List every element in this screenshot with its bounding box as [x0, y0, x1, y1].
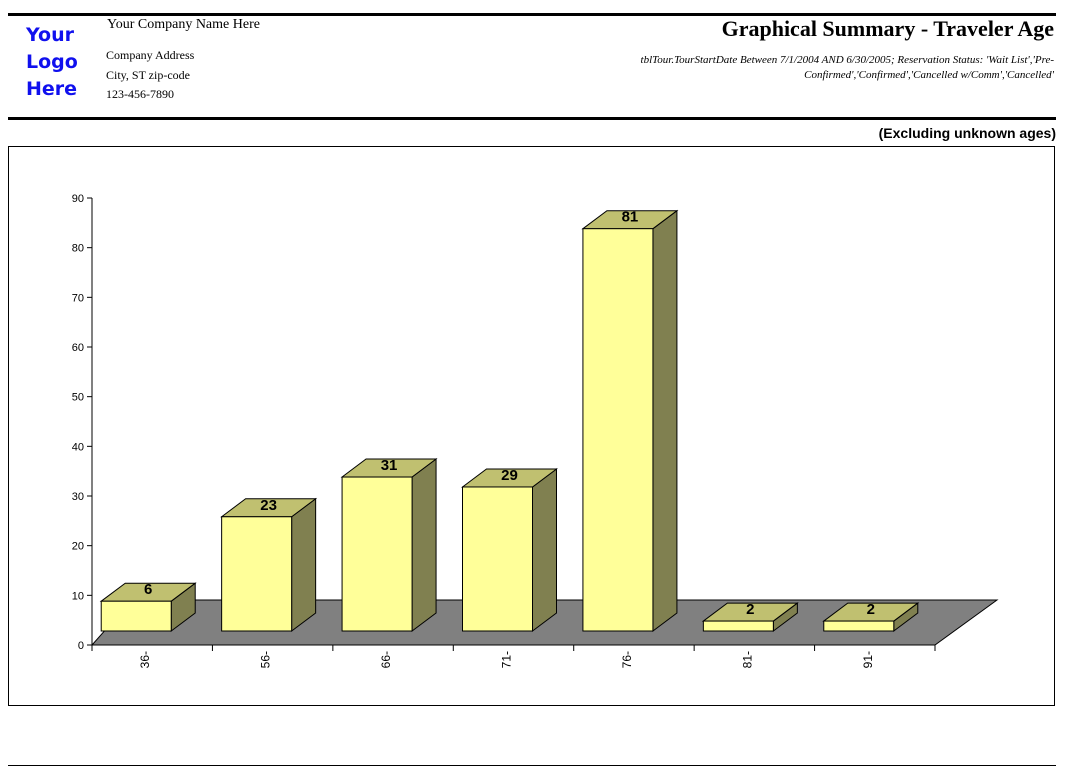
logo-line: Here — [26, 78, 78, 100]
y-tick-label: 90 — [72, 193, 84, 205]
bar-side — [411, 458, 437, 632]
x-tick-label: 76- — [620, 651, 634, 668]
company-phone: 123-456-7890 — [106, 87, 174, 101]
bar-side — [291, 497, 317, 632]
logo: Your Logo Here — [26, 22, 78, 103]
header-rule — [8, 117, 1056, 120]
top-rule — [8, 13, 1056, 16]
y-tick-label: 70 — [72, 292, 84, 304]
footer-rule — [8, 765, 1056, 766]
x-tick-label: 56- — [259, 651, 273, 668]
y-tick-label: 0 — [78, 640, 84, 652]
y-tick-label: 50 — [72, 392, 84, 404]
bar — [823, 620, 895, 632]
data-label: 23 — [260, 497, 277, 514]
bar — [100, 600, 172, 632]
logo-line: Your — [26, 24, 74, 46]
x-tick-label: 71- — [500, 651, 514, 668]
data-label: 29 — [501, 467, 518, 484]
company-city: City, ST zip-code — [106, 68, 190, 82]
bar — [702, 620, 774, 632]
y-tick-label: 40 — [72, 441, 84, 453]
x-tick-label: 36- — [138, 651, 152, 668]
x-tick-label: 81- — [740, 651, 754, 668]
y-tick-label: 30 — [72, 491, 84, 503]
y-tick-label: 60 — [72, 342, 84, 354]
report-title: Graphical Summary - Traveler Age — [721, 16, 1054, 41]
data-label: 2 — [746, 601, 754, 618]
bar-side — [532, 467, 557, 632]
company-address: Company Address — [106, 48, 195, 62]
filter-text: tblTour.TourStartDate Between 7/1/2004 A… — [640, 54, 1054, 81]
bar — [341, 476, 413, 632]
company-name: Your Company Name Here — [107, 17, 260, 32]
exclusion-note: (Excluding unknown ages) — [878, 125, 1056, 141]
bar — [221, 516, 293, 632]
y-tick-label: 10 — [72, 590, 84, 602]
y-tick-label: 20 — [72, 541, 84, 553]
data-label: 2 — [867, 601, 875, 618]
bar — [462, 486, 533, 632]
chart-frame — [8, 146, 1055, 706]
x-tick-label: 66- — [379, 651, 393, 668]
data-label: 31 — [381, 457, 398, 474]
data-label: 6 — [144, 581, 152, 598]
logo-line: Logo — [26, 51, 78, 73]
bar-side — [652, 209, 678, 632]
y-tick-label: 80 — [72, 243, 84, 255]
bar — [582, 228, 654, 632]
data-label: 81 — [622, 209, 639, 226]
x-tick-label: 91- — [861, 651, 875, 668]
